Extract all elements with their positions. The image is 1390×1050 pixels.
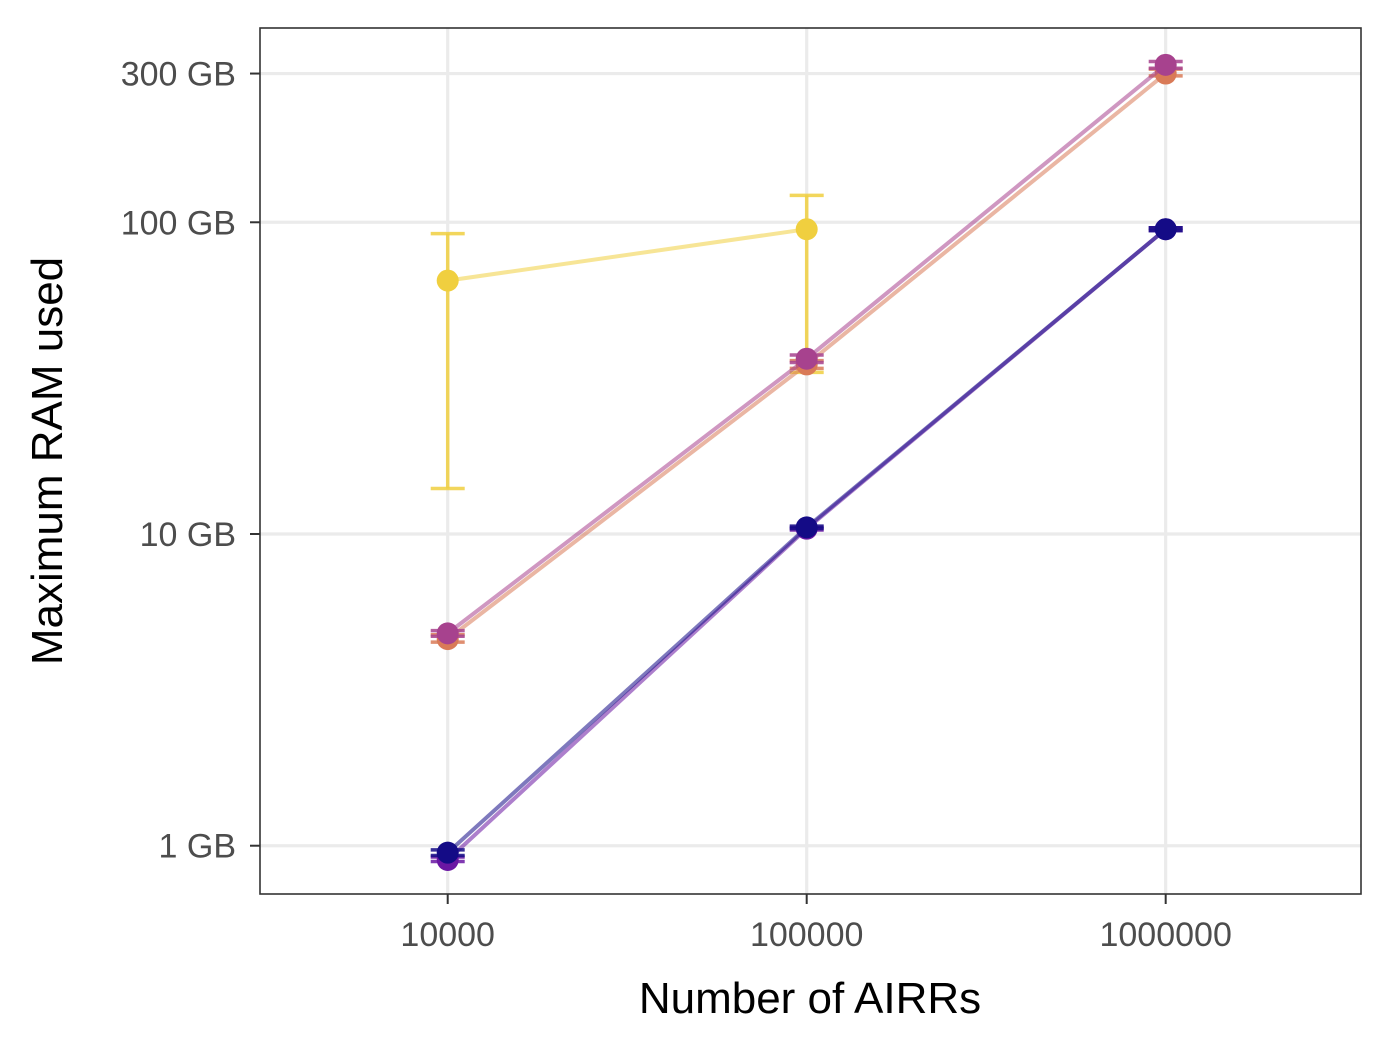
series-layer <box>430 53 1183 871</box>
data-point <box>436 269 459 292</box>
plot-panel-background <box>260 28 1361 894</box>
data-point <box>1154 218 1177 241</box>
data-point <box>795 218 818 241</box>
x-tick-label: 1000000 <box>1099 916 1231 954</box>
y-axis-title: Maximum RAM used <box>23 257 72 665</box>
y-tick-label: 300 GB <box>121 56 236 94</box>
x-axis-title: Number of AIRRs <box>639 974 981 1023</box>
x-tick-label: 100000 <box>750 916 863 954</box>
y-tick-label: 1 GB <box>159 828 236 866</box>
plot-panel-border <box>259 27 1362 895</box>
data-point <box>1154 53 1177 76</box>
x-tick-label: 10000 <box>400 916 495 954</box>
data-point <box>795 516 818 539</box>
data-point <box>795 347 818 370</box>
data-point <box>436 622 459 645</box>
y-tick-label: 100 GB <box>121 204 236 242</box>
data-point <box>436 841 459 864</box>
x-axis: 10000 100000 1000000 <box>400 894 1232 954</box>
series-line <box>447 227 807 283</box>
series-5 <box>430 218 1183 864</box>
series-3 <box>430 53 1183 645</box>
y-tick-label: 10 GB <box>140 516 236 554</box>
series-1 <box>430 193 824 491</box>
y-axis: 1 GB 10 GB 100 GB 300 GB <box>121 56 260 866</box>
